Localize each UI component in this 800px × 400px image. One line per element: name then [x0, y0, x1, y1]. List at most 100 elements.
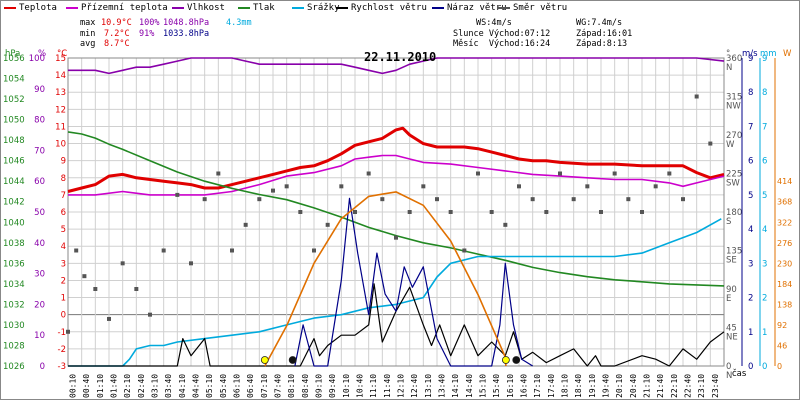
wind-direction-point: [161, 248, 166, 253]
tick-deg: N: [726, 371, 732, 381]
series-gust: [294, 197, 534, 367]
wind-direction-point: [107, 316, 111, 321]
x-tick-label: 04:10: [178, 374, 187, 398]
legend-swatch: [498, 6, 510, 9]
x-tick-label: 13:40: [438, 374, 447, 398]
tick-w: 92: [777, 321, 787, 330]
tick-deg: N: [726, 63, 732, 73]
tick-mm: 4: [762, 225, 767, 235]
wind-direction-point: [175, 192, 180, 197]
tick-degc: 11: [55, 122, 66, 132]
stat-min-label: min: [80, 29, 96, 39]
wind-direction-point: [82, 274, 87, 279]
x-tick-label: 12:10: [397, 374, 406, 398]
series-press: [67, 131, 725, 287]
x-tick-label: 18:10: [561, 374, 570, 398]
axes-layer: 1026102810301032103410361038104010421044…: [3, 54, 792, 398]
tick-degc: -3: [58, 362, 66, 372]
legend-swatch: [292, 6, 304, 9]
tick-deg: 90: [726, 285, 737, 295]
x-tick-label: 10:10: [342, 374, 351, 398]
wind-direction-point: [462, 248, 467, 253]
x-tick-label: 17:40: [547, 374, 556, 398]
x-tick-label: 14:40: [465, 374, 474, 398]
x-tick-label: 02:10: [123, 374, 132, 398]
wind-direction-point: [298, 210, 303, 214]
wind-direction-point: [694, 94, 699, 99]
tick-hpa: 1046: [3, 157, 25, 167]
tick-hpa: 1032: [3, 300, 25, 310]
wind-direction-point: [530, 197, 535, 202]
tick-hpa: 1054: [3, 75, 25, 85]
tick-degc: 6: [61, 208, 66, 218]
stat-avg-label: avg: [80, 39, 96, 49]
x-tick-label: 19:10: [588, 374, 597, 398]
legend-item: Vlhkost: [172, 3, 225, 13]
legend-swatch: [172, 6, 184, 9]
tick-hpa: 1026: [3, 362, 25, 372]
tick-deg: 0: [726, 362, 731, 372]
x-tick-label: 13:10: [424, 374, 433, 398]
stat-max-temp: 10.9°C: [101, 18, 132, 28]
tick-deg: SW: [726, 179, 740, 189]
wind-direction-point: [435, 197, 439, 202]
wind-direction-point: [325, 222, 330, 227]
x-tick-label: 15:10: [479, 374, 488, 398]
stat-rain: 4.3mm: [226, 18, 252, 28]
legend-label: Směr větru: [513, 3, 568, 13]
stat-min-hum: 91%: [139, 29, 155, 39]
wind-direction-point: [653, 184, 658, 189]
unit-mm: mm: [760, 49, 777, 59]
tick-mm: 1: [762, 328, 767, 338]
legend-item: Tlak: [238, 3, 275, 13]
tick-ms: 1: [748, 328, 753, 338]
wind-direction-point: [421, 184, 426, 189]
wind-direction-point: [585, 184, 590, 189]
x-tick-label: 20:10: [615, 374, 624, 398]
tick-mm: 6: [762, 157, 767, 167]
legend-swatch: [336, 6, 348, 9]
tick-deg: SE: [726, 256, 737, 266]
tick-ms: 7: [748, 122, 753, 132]
tick-ms: 5: [748, 191, 753, 201]
stat-ws: WS:4m/s: [476, 18, 512, 28]
tick-deg: E: [726, 294, 731, 304]
tick-hpa: 1044: [3, 177, 25, 187]
unit-pct: %: [38, 49, 47, 59]
tick-pct: 30: [34, 270, 45, 280]
wind-direction-point: [312, 248, 316, 253]
wind-direction-point: [448, 210, 453, 214]
x-tick-label: 20:40: [629, 374, 638, 398]
wind-direction-point: [216, 171, 221, 176]
x-tick-label: 23:40: [711, 374, 720, 398]
x-tick-label: 22:10: [670, 374, 679, 398]
legend-swatch: [432, 6, 444, 9]
stat-wg: WG:7.4m/s: [576, 18, 623, 28]
wind-direction-point: [202, 197, 207, 202]
stat-max-label: max: [80, 18, 96, 28]
tick-degc: 13: [55, 88, 66, 98]
x-tick-label: 03:10: [151, 374, 160, 398]
tick-w: 368: [777, 198, 792, 207]
wind-direction-point: [640, 210, 644, 214]
tick-deg: 45: [726, 324, 737, 334]
tick-hpa: 1028: [3, 341, 25, 351]
series-temp: [67, 126, 725, 193]
series-hum: [68, 57, 725, 75]
tick-degc: 12: [55, 105, 66, 115]
tick-pct: 0: [40, 362, 45, 372]
tick-hpa: 1048: [3, 136, 25, 146]
tick-hpa: 1050: [3, 116, 25, 126]
wind-direction-point: [503, 222, 508, 227]
wind-direction-point: [626, 197, 631, 202]
stat-max-press: 1048.8hPa: [163, 18, 210, 28]
tick-pct: 10: [34, 331, 45, 341]
tick-mm: 5: [762, 191, 767, 201]
tick-deg: 315: [726, 93, 742, 103]
wind-direction-point: [353, 210, 357, 214]
wind-direction-point: [599, 210, 603, 214]
x-tick-label: 10:40: [356, 374, 365, 398]
tick-degc: 1: [61, 294, 66, 304]
tick-hpa: 1042: [3, 198, 25, 208]
tick-deg: NW: [726, 102, 741, 112]
